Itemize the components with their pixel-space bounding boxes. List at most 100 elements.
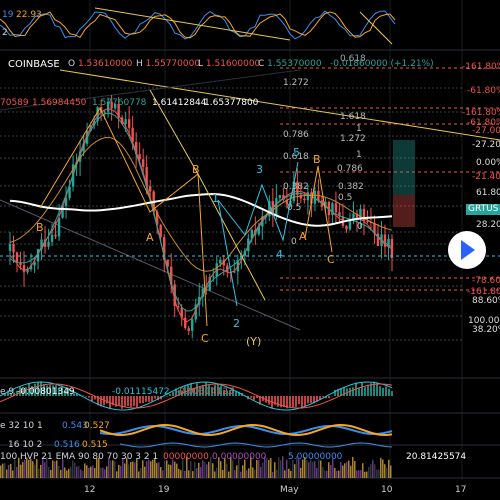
hvp-bar — [90, 466, 92, 478]
trendline — [94, 7, 291, 41]
hvp-bar — [144, 466, 146, 478]
candle-body — [92, 121, 96, 126]
ma-line-slow — [9, 136, 393, 272]
macd-histogram-bar — [328, 396, 330, 399]
hvp-bar — [308, 462, 310, 478]
macd-histogram-bar — [142, 396, 144, 404]
play-icon[interactable] — [461, 240, 475, 260]
macd-histogram-bar — [391, 391, 393, 396]
macd-histogram-bar — [172, 392, 174, 396]
macd-histogram-bar — [223, 389, 225, 396]
fib-label: 0.382 — [338, 182, 364, 192]
candle-body — [359, 208, 362, 219]
macd-pane — [0, 381, 393, 411]
hvp-bar — [12, 470, 14, 478]
hvp-bar — [294, 464, 296, 478]
hvp-bar — [128, 464, 130, 478]
hvp-bar — [190, 461, 192, 478]
candle-body — [82, 143, 85, 152]
macd-histogram-bar — [115, 396, 117, 407]
ma-value-3: 1.57760778 — [92, 98, 147, 108]
hvp-bar — [26, 457, 28, 478]
candle-body — [155, 211, 159, 225]
hvp-bar — [200, 466, 202, 478]
right-axis-label: 61.80% — [476, 188, 500, 198]
hvp-bar — [124, 463, 126, 478]
right-axis-label: 38.20% — [472, 325, 500, 335]
hvp-bar — [220, 461, 222, 478]
macd-histogram-bar — [319, 396, 321, 401]
hvp-bar — [378, 469, 380, 478]
hvp-bar — [274, 462, 276, 478]
hvp-bar — [238, 456, 240, 478]
hvp-bar — [148, 459, 150, 478]
hvp-bar — [54, 461, 56, 478]
macd-histogram-bar — [286, 396, 288, 409]
wave-label-4: 4 — [276, 248, 283, 261]
right-axis-label: -27.20% — [472, 140, 500, 150]
candle-body — [324, 201, 327, 207]
candle-body — [215, 263, 218, 277]
wave-trend-line — [149, 89, 266, 301]
macd-histogram-bar — [13, 392, 15, 396]
hvp-bar — [34, 464, 36, 478]
ma-value-5: 1.65377800 — [204, 98, 259, 108]
hvp-bar — [208, 461, 210, 478]
hvp-bar — [310, 459, 312, 478]
hvp-bar — [334, 467, 336, 478]
candle-body — [383, 234, 387, 247]
candle-body — [141, 159, 145, 167]
macd-histogram-bar — [61, 385, 63, 396]
hvp-bar — [306, 460, 308, 478]
hvp-bar — [140, 467, 142, 478]
macd-histogram-bar — [229, 390, 231, 396]
macd-histogram-bar — [301, 396, 303, 409]
hvp-bar — [352, 456, 354, 478]
hvp-bar — [280, 460, 282, 478]
macd-histogram-bar — [184, 386, 186, 396]
right-axis-label: -21.40% — [472, 172, 500, 182]
hvp-bar — [48, 466, 50, 478]
hvp-bar — [212, 463, 214, 478]
macd-histogram-bar — [379, 386, 381, 396]
hvp-bar — [214, 471, 216, 478]
hvp-label: 100 HVP 21 EMA 90 80 70 30 3 2 1 — [0, 452, 159, 462]
hvp-bar — [330, 465, 332, 478]
hvp-bar — [126, 457, 128, 478]
symbol-price-tag: GRTUS — [466, 204, 500, 215]
hvp-bar — [160, 467, 162, 478]
candle-body — [285, 199, 289, 205]
macd-histogram-bar — [145, 396, 147, 402]
hvp-bar — [176, 463, 178, 478]
hvp-bar — [6, 469, 8, 478]
osc2-label: e 32 10 1 — [0, 421, 43, 431]
macd-histogram-bar — [19, 386, 21, 396]
candle-body — [54, 234, 57, 237]
macd-histogram-bar — [352, 387, 354, 396]
oscillator2-pane — [99, 423, 393, 437]
hvp-bar — [2, 463, 4, 478]
candle-body — [338, 212, 341, 217]
hvp-bar — [150, 461, 152, 478]
macd-histogram-bar — [304, 396, 306, 407]
macd-histogram-bar — [4, 393, 6, 396]
hvp-bar — [68, 468, 70, 478]
hvp-bar — [290, 470, 292, 478]
macd-histogram-bar — [388, 388, 390, 396]
hvp-bar — [146, 461, 148, 478]
top-osc-line-fast — [0, 10, 396, 40]
fib-label: 0.618 — [283, 152, 309, 162]
hvp-bar — [318, 459, 320, 478]
macd-histogram-bar — [373, 381, 375, 396]
macd-histogram-bar — [361, 382, 363, 396]
hvp-bar — [170, 464, 172, 478]
macd-histogram-bar — [367, 384, 369, 396]
fib-label: 0.5 — [287, 203, 302, 213]
hvp-bar — [216, 467, 218, 478]
candle-body — [187, 328, 190, 331]
hvp-bar — [234, 470, 236, 478]
macd-histogram-bar — [139, 396, 141, 404]
candle-body — [113, 103, 117, 109]
candle-body — [173, 284, 176, 307]
